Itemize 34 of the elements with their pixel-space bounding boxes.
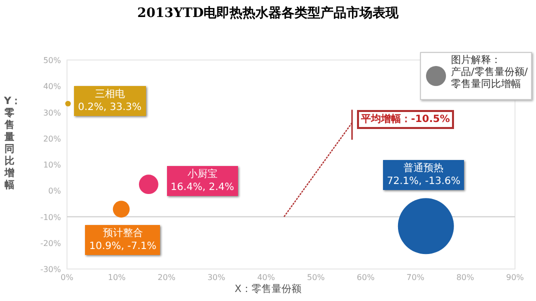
y-tick-label: 30% xyxy=(43,108,62,118)
data-label: 16.4%, 2.4% xyxy=(170,181,234,194)
text: 小厨宝 xyxy=(186,168,218,182)
x-tick-label: 40% xyxy=(257,273,276,282)
y-tick-label: -20% xyxy=(40,238,62,248)
y-tick-label: -30% xyxy=(40,265,62,274)
x-tick-label: 20% xyxy=(158,273,176,282)
x-tick-label: 10% xyxy=(108,273,126,282)
chart-title: 2013YTD电即热热水器各类型产品市场表现 xyxy=(137,5,400,21)
text: 普通预热 xyxy=(402,162,445,176)
data-label: 0.2%, 33.3% xyxy=(78,100,142,114)
annotation: 图片解释： xyxy=(451,55,502,66)
annotation: 产品/零售量份额/零售量同比增幅 xyxy=(451,67,529,91)
y-tick-label: 40% xyxy=(43,82,62,92)
picture-size-key: 图片解释： 产品/零售量份额/零售量同比增幅 xyxy=(420,52,532,100)
y-tick-label: 20% xyxy=(43,134,62,144)
x-tick-label: 70% xyxy=(406,273,425,282)
y-tick-label: 0% xyxy=(48,186,62,196)
y-tick-label: 50% xyxy=(43,56,62,65)
x-tick-label: 50% xyxy=(307,273,326,282)
y-axis-title: Y：零售量同比增幅 xyxy=(4,96,22,192)
x-axis-title: X：零售量份额 xyxy=(234,283,302,295)
data-label: 10.9%, -7.1% xyxy=(89,240,156,254)
x-tick-label: 80% xyxy=(456,273,475,282)
data-label: 72.1%, -13.6% xyxy=(386,175,460,188)
x-tick-label: 90% xyxy=(506,273,524,282)
series-label: 预计整合 xyxy=(102,227,144,240)
y-tick-label: 10% xyxy=(43,160,62,170)
annotation: 平均增幅：-10.5% xyxy=(357,110,454,129)
text: 三相电 xyxy=(94,88,126,101)
x-tick-label: 0% xyxy=(60,273,74,282)
y-tick-label: -10% xyxy=(40,212,62,222)
x-tick-label: 30% xyxy=(207,273,226,282)
x-tick-label: 60% xyxy=(356,273,375,282)
